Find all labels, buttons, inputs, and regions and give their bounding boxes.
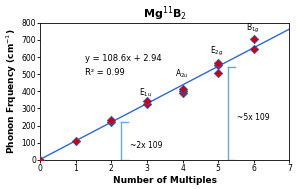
Point bbox=[251, 37, 256, 40]
Point bbox=[73, 139, 78, 142]
Text: ~5x 109: ~5x 109 bbox=[237, 112, 269, 122]
Y-axis label: Phonon Frquency (cm$^{-1}$): Phonon Frquency (cm$^{-1}$) bbox=[4, 29, 19, 154]
Text: E$_{2g}$: E$_{2g}$ bbox=[210, 45, 224, 58]
Text: R² = 0.99: R² = 0.99 bbox=[85, 68, 125, 77]
Point bbox=[216, 71, 221, 74]
Point bbox=[144, 102, 149, 105]
Point bbox=[109, 119, 114, 122]
Text: ~2x 109: ~2x 109 bbox=[130, 141, 163, 150]
Text: y = 108.6x + 2.94: y = 108.6x + 2.94 bbox=[85, 54, 162, 63]
Point bbox=[180, 92, 185, 95]
Point bbox=[216, 64, 221, 67]
Point bbox=[38, 158, 43, 161]
Point bbox=[216, 61, 221, 64]
Text: A$_{2u}$: A$_{2u}$ bbox=[175, 68, 189, 80]
Title: Mg$^{11}$B$_2$: Mg$^{11}$B$_2$ bbox=[143, 4, 187, 23]
X-axis label: Number of Multiples: Number of Multiples bbox=[113, 176, 217, 185]
Point bbox=[180, 87, 185, 90]
Point bbox=[144, 100, 149, 103]
Text: B$_{1g}$: B$_{1g}$ bbox=[246, 22, 260, 35]
Point bbox=[109, 121, 114, 124]
Point bbox=[180, 90, 185, 93]
Text: E$_{1u}$: E$_{1u}$ bbox=[139, 86, 153, 98]
Point bbox=[251, 47, 256, 50]
